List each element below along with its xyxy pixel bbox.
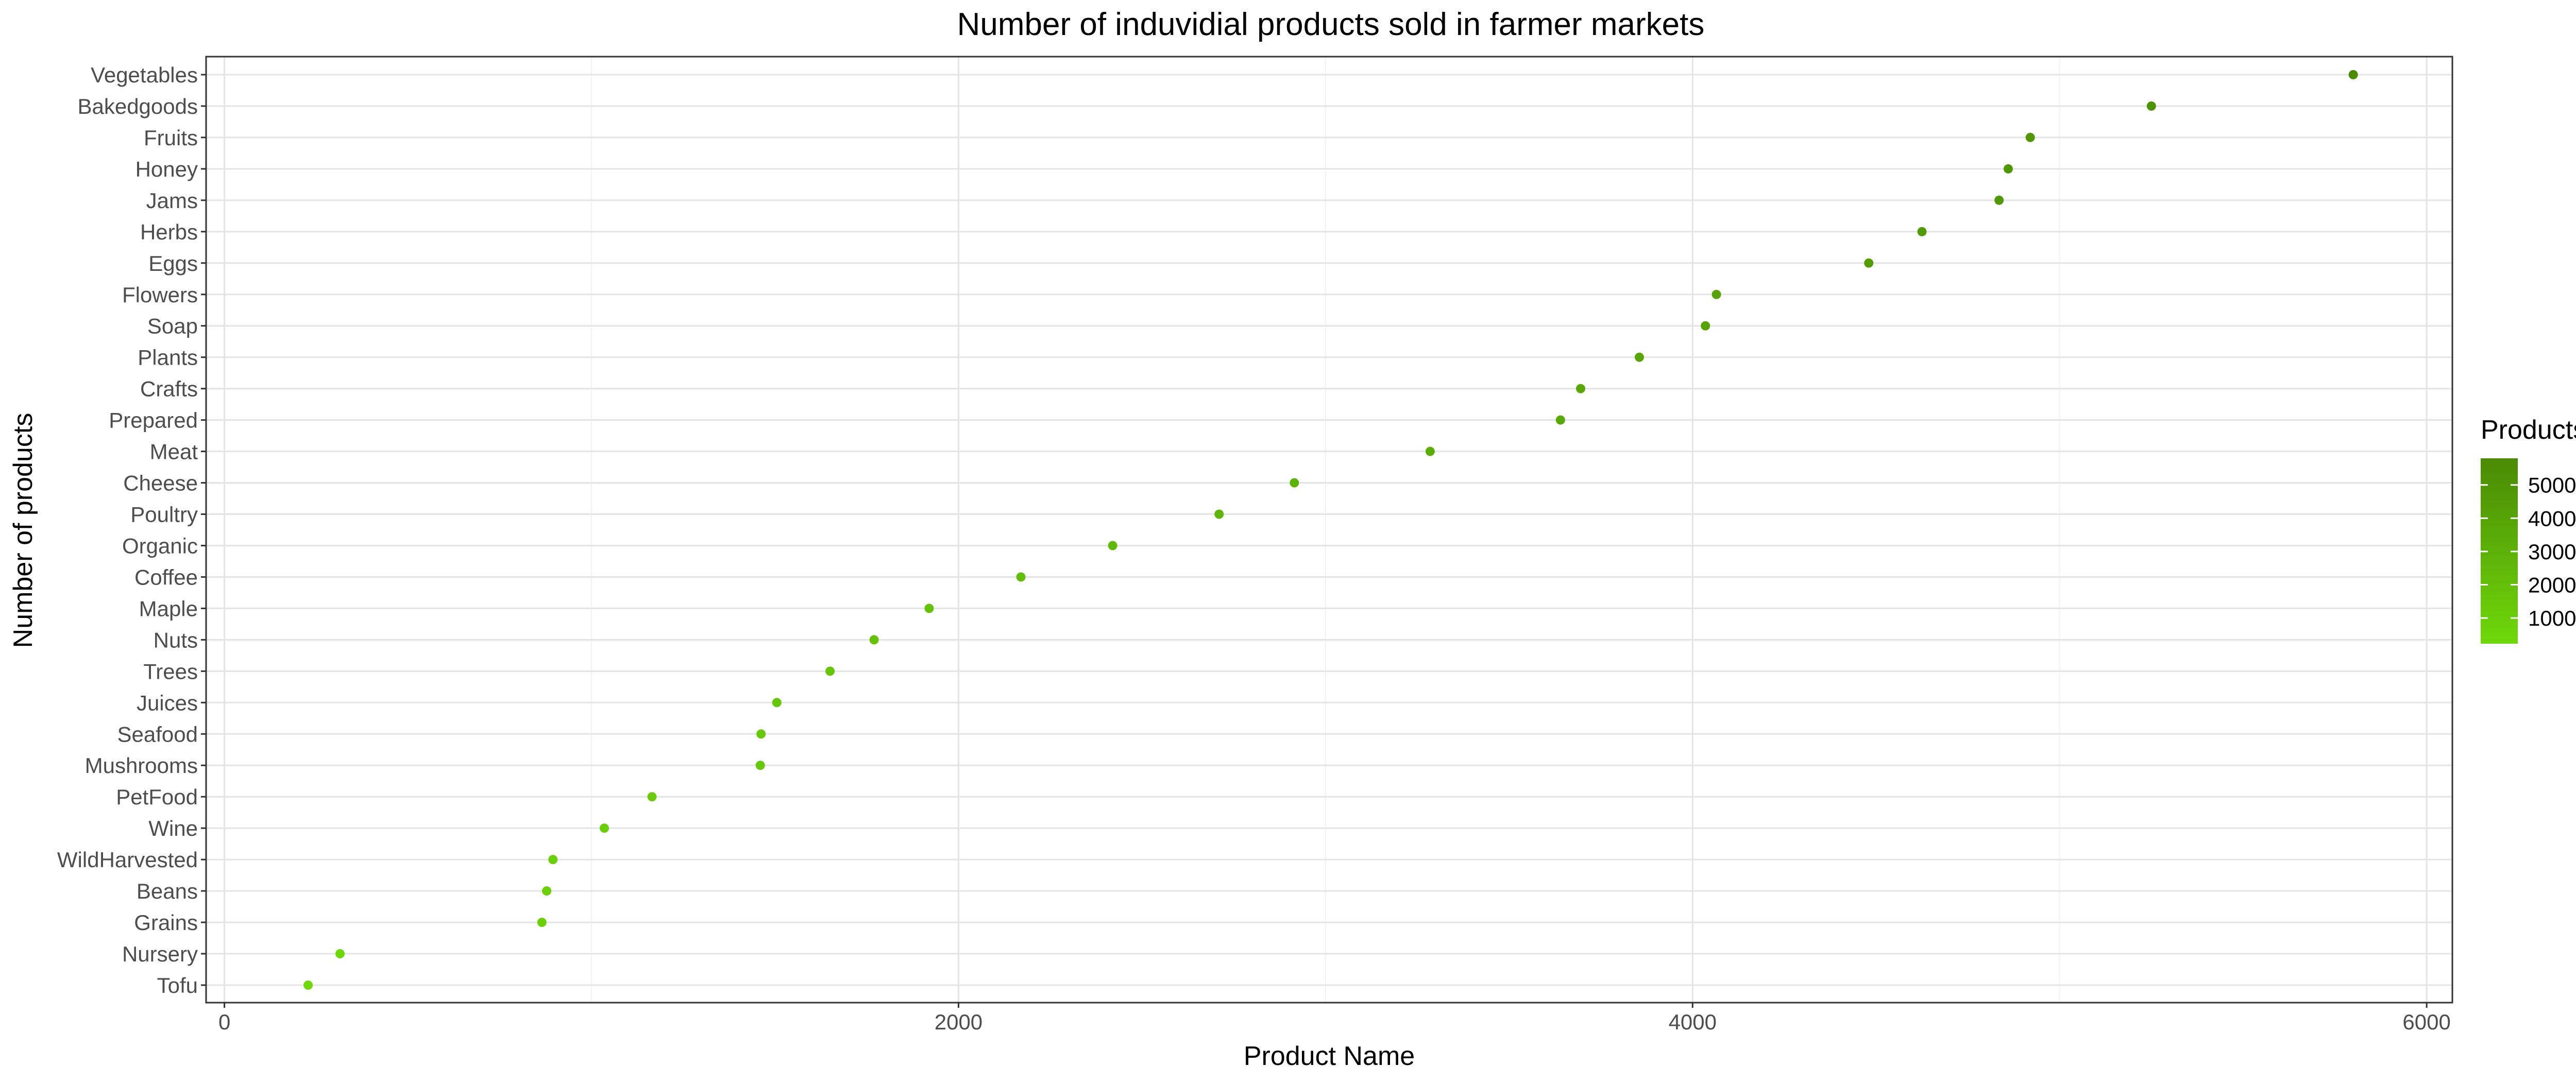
legend-labels: 5000 4000 3000 2000 1000	[2481, 473, 2576, 630]
data-point	[1701, 321, 1710, 331]
y-tick-label: Prepared	[109, 408, 198, 433]
grid-lines	[206, 57, 2452, 1003]
y-tick-label: Flowers	[122, 283, 198, 307]
y-tick-label: Poultry	[130, 503, 198, 527]
data-point	[542, 886, 552, 896]
y-tick-label: Herbs	[140, 220, 198, 244]
y-tick-label: Tofu	[157, 973, 198, 997]
data-point	[772, 698, 782, 708]
y-axis-label: Number of products	[8, 413, 38, 648]
y-tick-label: PetFood	[116, 785, 198, 809]
x-axis-tick-labels: 0 2000 4000 6000	[218, 1003, 2451, 1034]
x-tick-label: 6000	[2402, 1010, 2450, 1034]
data-point	[1555, 415, 1565, 425]
y-tick-label: Trees	[143, 659, 198, 683]
data-point	[599, 823, 609, 833]
data-point	[2003, 164, 2013, 174]
data-point	[303, 980, 313, 990]
data-point	[755, 761, 765, 770]
plot-border	[205, 56, 2453, 1004]
data-point	[1214, 509, 1224, 519]
data-point	[1290, 478, 1299, 488]
data-point	[1634, 352, 1644, 362]
data-point	[2025, 132, 2035, 142]
legend-label: 2000	[2528, 573, 2576, 597]
data-point	[335, 949, 345, 959]
y-tick-label: Meat	[150, 440, 198, 464]
data-point	[2146, 101, 2156, 111]
plot-panel	[206, 57, 2452, 1003]
y-tick-label: Juices	[137, 691, 198, 715]
data-point	[1016, 572, 1026, 582]
y-tick-label: Nuts	[154, 628, 198, 652]
data-point	[825, 666, 835, 676]
legend-label: 1000	[2528, 606, 2576, 630]
data-point	[1864, 258, 1874, 268]
y-tick-label: Honey	[135, 157, 198, 181]
y-tick-label: Cheese	[123, 471, 198, 495]
y-tick-label: Beans	[137, 879, 198, 903]
legend-label: 5000	[2528, 473, 2576, 497]
chart-title: Number of induvidial products sold in fa…	[957, 7, 1705, 42]
data-point	[2348, 70, 2358, 79]
data-points	[303, 70, 2358, 990]
data-point	[548, 855, 558, 865]
data-point	[1425, 446, 1435, 456]
y-tick-label: Soap	[147, 314, 198, 338]
legend-title: Products Count	[2481, 415, 2576, 445]
y-tick-label: Wine	[148, 816, 198, 840]
y-tick-label: Bakedgoods	[77, 94, 198, 118]
y-axis-tick-labels: Tofu Nursery Grains Beans WildHarvested Wine P…	[57, 63, 206, 997]
x-axis-label: Product Name	[1244, 1041, 1415, 1071]
y-tick-label: Crafts	[140, 377, 198, 401]
y-tick-label: Coffee	[134, 565, 198, 589]
y-tick-label: Fruits	[144, 126, 198, 150]
data-point	[537, 918, 547, 927]
y-tick-label: Nursery	[122, 942, 198, 966]
y-tick-label: WildHarvested	[57, 848, 198, 872]
y-tick-label: Mushrooms	[85, 753, 198, 778]
y-tick-label: Vegetables	[91, 63, 198, 87]
data-point	[1576, 384, 1586, 393]
color-legend: Products Count 5000 4000 3000 2000 1000	[2481, 415, 2576, 644]
data-point	[1711, 289, 1721, 299]
y-tick-label: Eggs	[148, 251, 198, 276]
data-point	[869, 635, 879, 645]
data-point	[756, 729, 766, 739]
x-tick-label: 0	[218, 1010, 230, 1034]
data-point	[1917, 227, 1927, 236]
data-point	[1108, 541, 1117, 550]
x-tick-label: 2000	[935, 1010, 982, 1034]
legend-label: 3000	[2528, 540, 2576, 564]
y-tick-label: Organic	[122, 534, 198, 558]
data-point	[647, 792, 657, 802]
y-tick-label: Jams	[146, 188, 198, 213]
x-tick-label: 4000	[1669, 1010, 1717, 1034]
data-point	[1994, 195, 2004, 205]
legend-label: 4000	[2528, 506, 2576, 530]
y-tick-label: Maple	[139, 596, 198, 621]
y-tick-label: Seafood	[117, 722, 198, 746]
data-point	[924, 604, 934, 613]
y-tick-label: Plants	[138, 346, 198, 370]
y-tick-label: Grains	[134, 910, 198, 935]
